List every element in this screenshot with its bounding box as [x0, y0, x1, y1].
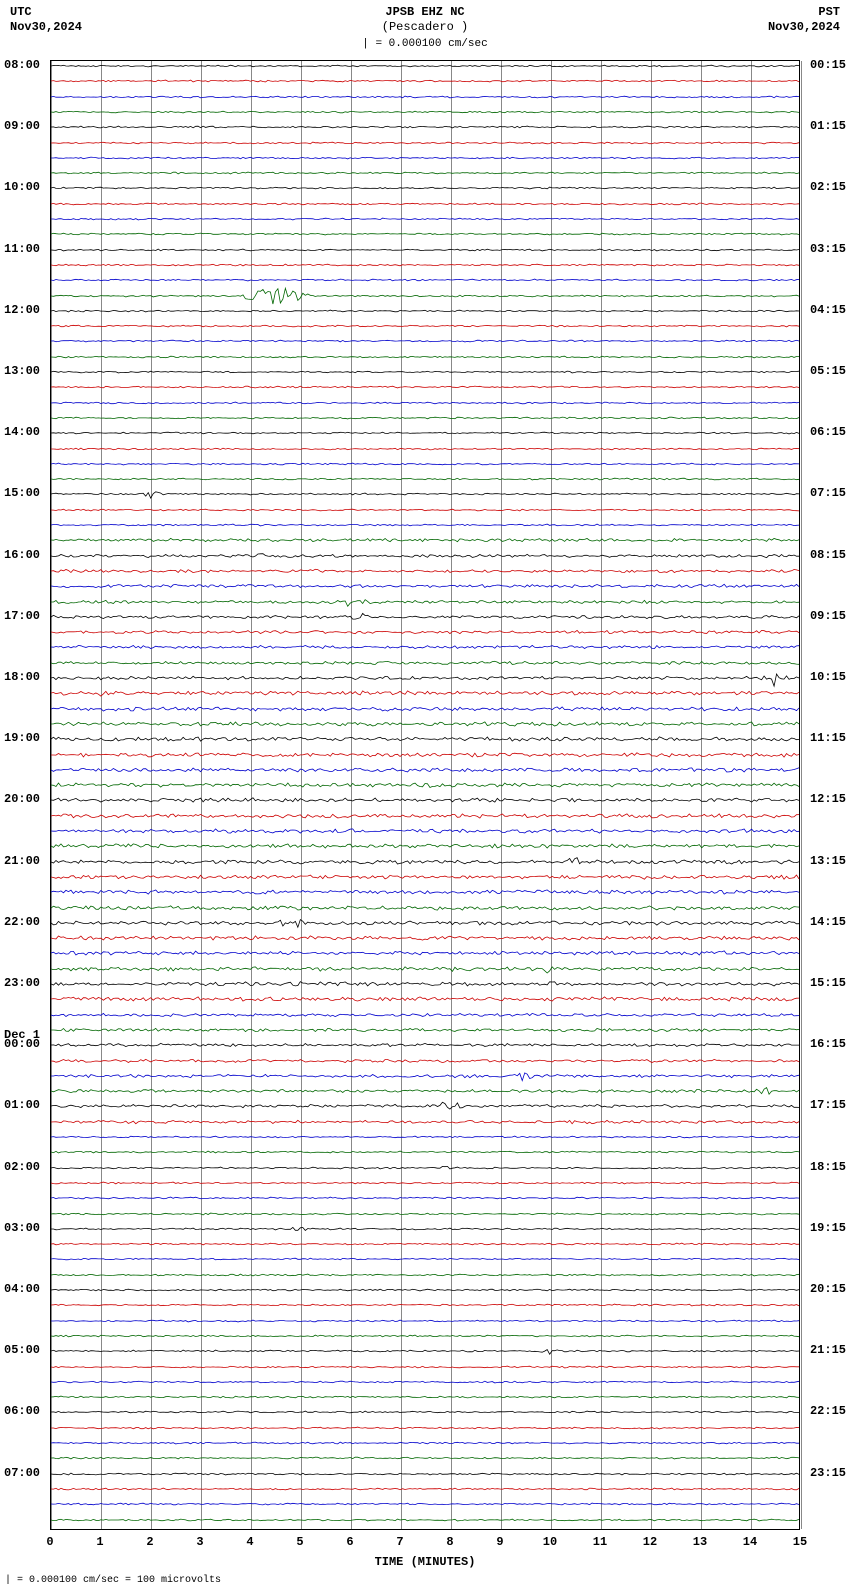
x-tick-label: 5: [296, 1535, 303, 1549]
x-tick-label: 6: [346, 1535, 353, 1549]
x-tick-label: 8: [446, 1535, 453, 1549]
pst-hour-label: 06:15: [810, 425, 846, 439]
utc-hour-label: 13:00: [4, 364, 40, 378]
footer-scale: | = 0.000100 cm/sec = 100 microvolts: [5, 1575, 221, 1586]
pst-hour-label: 08:15: [810, 548, 846, 562]
utc-hour-label: 20:00: [4, 792, 40, 806]
scale-label: | = 0.000100 cm/sec: [0, 38, 850, 50]
x-tick-label: 12: [643, 1535, 657, 1549]
pst-hour-label: 01:15: [810, 119, 846, 133]
utc-hour-label: 15:00: [4, 486, 40, 500]
pst-hour-label: 10:15: [810, 670, 846, 684]
utc-hour-label: 01:00: [4, 1098, 40, 1112]
utc-hour-label: 18:00: [4, 670, 40, 684]
x-axis-title: TIME (MINUTES): [0, 1555, 850, 1569]
date-change-label: Dec 1: [4, 1028, 40, 1042]
pst-hour-label: 14:15: [810, 915, 846, 929]
utc-hour-label: 10:00: [4, 180, 40, 194]
utc-hour-label: 12:00: [4, 303, 40, 317]
utc-hour-label: 08:00: [4, 58, 40, 72]
utc-hour-label: 05:00: [4, 1343, 40, 1357]
x-tick-label: 11: [593, 1535, 607, 1549]
date-left: Nov30,2024: [10, 20, 82, 34]
pst-hour-label: 04:15: [810, 303, 846, 317]
utc-hour-label: 04:00: [4, 1282, 40, 1296]
pst-hour-label: 00:15: [810, 58, 846, 72]
station-location: (Pescadero ): [0, 20, 850, 34]
pst-hour-label: 18:15: [810, 1160, 846, 1174]
pst-hour-label: 15:15: [810, 976, 846, 990]
pst-hour-label: 20:15: [810, 1282, 846, 1296]
utc-hour-label: 09:00: [4, 119, 40, 133]
x-tick-label: 4: [246, 1535, 253, 1549]
x-tick-label: 0: [46, 1535, 53, 1549]
pst-hour-label: 16:15: [810, 1037, 846, 1051]
pst-hour-label: 12:15: [810, 792, 846, 806]
pst-hour-label: 22:15: [810, 1404, 846, 1418]
pst-hour-label: 02:15: [810, 180, 846, 194]
utc-hour-label: 16:00: [4, 548, 40, 562]
x-tick-label: 9: [496, 1535, 503, 1549]
pst-hour-label: 23:15: [810, 1466, 846, 1480]
pst-hour-label: 19:15: [810, 1221, 846, 1235]
pst-hour-label: 17:15: [810, 1098, 846, 1112]
x-tick-label: 3: [196, 1535, 203, 1549]
pst-hour-label: 05:15: [810, 364, 846, 378]
utc-hour-label: 22:00: [4, 915, 40, 929]
utc-hour-label: 23:00: [4, 976, 40, 990]
timezone-left: UTC: [10, 5, 32, 19]
seismogram-plot: [50, 60, 800, 1530]
station-title: JPSB EHZ NC: [0, 5, 850, 19]
x-tick-label: 2: [146, 1535, 153, 1549]
x-tick-label: 7: [396, 1535, 403, 1549]
utc-hour-label: 14:00: [4, 425, 40, 439]
utc-hour-label: 21:00: [4, 854, 40, 868]
x-tick-label: 13: [693, 1535, 707, 1549]
x-tick-label: 15: [793, 1535, 807, 1549]
pst-hour-label: 09:15: [810, 609, 846, 623]
pst-hour-label: 07:15: [810, 486, 846, 500]
pst-hour-label: 03:15: [810, 242, 846, 256]
pst-hour-label: 11:15: [810, 731, 846, 745]
utc-hour-label: 06:00: [4, 1404, 40, 1418]
utc-hour-label: 02:00: [4, 1160, 40, 1174]
utc-hour-label: 19:00: [4, 731, 40, 745]
pst-hour-label: 13:15: [810, 854, 846, 868]
utc-hour-label: 03:00: [4, 1221, 40, 1235]
pst-hour-label: 21:15: [810, 1343, 846, 1357]
utc-hour-label: 17:00: [4, 609, 40, 623]
x-tick-label: 1: [96, 1535, 103, 1549]
utc-hour-label: 11:00: [4, 242, 40, 256]
seismic-trace: [51, 1505, 799, 1535]
date-right: Nov30,2024: [768, 20, 840, 34]
x-tick-label: 10: [543, 1535, 557, 1549]
grid-line: [801, 61, 802, 1529]
utc-hour-label: 07:00: [4, 1466, 40, 1480]
x-tick-label: 14: [743, 1535, 757, 1549]
timezone-right: PST: [818, 5, 840, 19]
